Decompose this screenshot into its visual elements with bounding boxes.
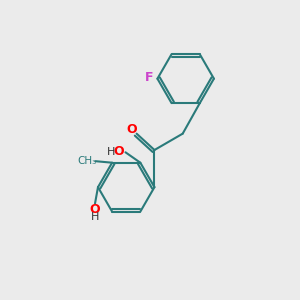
Text: H: H: [91, 212, 99, 222]
Text: O: O: [126, 123, 136, 136]
Text: O: O: [90, 203, 100, 216]
Text: CH₃: CH₃: [78, 156, 97, 166]
Text: O: O: [114, 145, 124, 158]
Text: F: F: [145, 71, 153, 84]
Text: H: H: [107, 147, 116, 157]
